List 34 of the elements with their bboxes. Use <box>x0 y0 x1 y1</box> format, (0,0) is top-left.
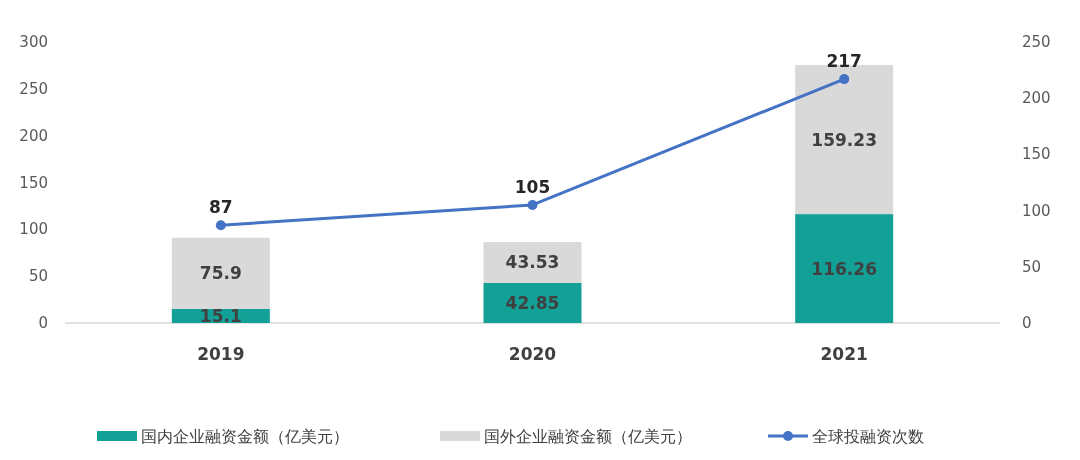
point <box>215 220 226 231</box>
y-tick-label: 100 <box>19 220 48 239</box>
y-tick-label: 300 <box>19 33 48 51</box>
bar <box>171 237 270 309</box>
x-tick-label: 2020 <box>508 344 557 364</box>
bar <box>795 214 894 323</box>
data-label: 42.85 <box>505 292 560 313</box>
y-tick-label: 250 <box>19 79 48 98</box>
y2-tick-label: 150 <box>1022 145 1051 164</box>
data-label: 217 <box>826 51 862 72</box>
y2-tick-label: 250 <box>1022 33 1051 51</box>
data-label: 159.23 <box>811 129 877 150</box>
data-label: 116.26 <box>811 258 877 279</box>
y-tick-label: 0 <box>38 314 48 332</box>
data-label: 15.1 <box>199 305 242 326</box>
y2-tick-label: 100 <box>1022 201 1051 220</box>
legend-label: 国内企业融资金额（亿美元） <box>141 427 349 446</box>
y-tick-label: 50 <box>28 267 48 286</box>
point <box>839 74 850 85</box>
data-label: 105 <box>514 176 551 197</box>
data-label: 87 <box>209 197 233 218</box>
y-tick-label: 200 <box>19 126 48 145</box>
y2-tick-label: 50 <box>1022 257 1042 276</box>
y2-tick-label: 0 <box>1022 314 1032 332</box>
data-label: 43.53 <box>505 252 560 273</box>
x-tick-label: 2021 <box>820 344 868 364</box>
bar <box>483 242 582 283</box>
legend-label: 国外企业融资金额（亿美元） <box>484 427 692 446</box>
y-tick-label: 150 <box>19 173 48 192</box>
data-label: 75.9 <box>199 263 242 284</box>
legend-label: 全球投融资次数 <box>812 427 924 446</box>
point <box>527 199 538 210</box>
x-tick-label: 2019 <box>197 344 245 364</box>
y2-tick-label: 200 <box>1022 89 1051 108</box>
